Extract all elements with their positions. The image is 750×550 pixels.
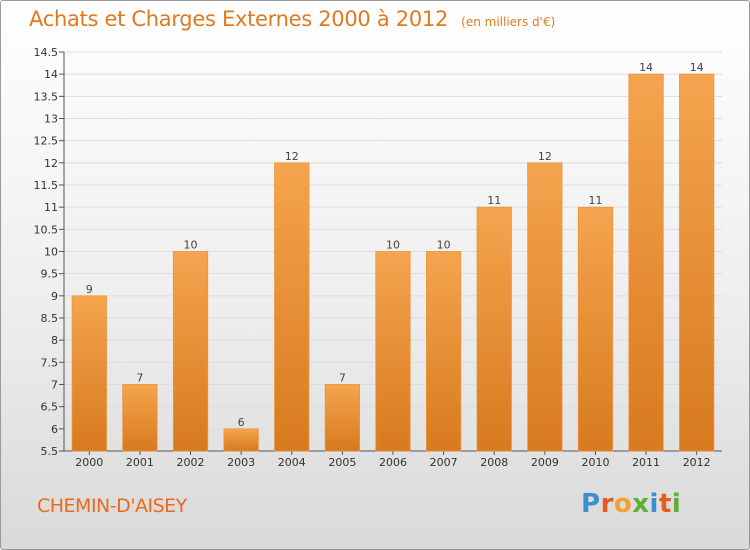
y-tick-label: 11.5 bbox=[34, 179, 59, 192]
y-tick-label: 14.5 bbox=[34, 46, 59, 59]
data-label-2010: 11 bbox=[588, 194, 602, 207]
y-tick-label: 6 bbox=[51, 423, 58, 436]
y-tick-label: 12 bbox=[44, 157, 58, 170]
bar-layer bbox=[71, 73, 715, 452]
chart-title: Achats et Charges Externes 2000 à 2012 bbox=[29, 7, 449, 31]
logo-letter: o bbox=[613, 489, 633, 519]
data-label-2000: 9 bbox=[86, 283, 93, 296]
y-tick-label: 12.5 bbox=[34, 135, 59, 148]
bar-2000 bbox=[71, 295, 107, 452]
data-label-2008: 11 bbox=[487, 194, 501, 207]
y-tick-label: 9.5 bbox=[41, 268, 59, 281]
bar-2011 bbox=[628, 73, 664, 452]
label-layer: 9 7 10 6 12 7 10 10 11 12 11 14 14 bbox=[86, 61, 704, 429]
data-label-2007: 10 bbox=[437, 239, 451, 252]
bar-2001 bbox=[122, 384, 158, 452]
y-tick-label: 11 bbox=[44, 201, 58, 214]
x-tick-label: 2003 bbox=[227, 456, 255, 469]
data-label-2011: 14 bbox=[639, 61, 653, 74]
logo-letter: t bbox=[658, 489, 672, 519]
data-label-2005: 7 bbox=[339, 372, 346, 385]
x-tick-label: 2007 bbox=[430, 456, 458, 469]
bar-2006 bbox=[375, 251, 411, 452]
y-tick-label: 13 bbox=[44, 113, 58, 126]
commune-name: CHEMIN-D'AISEY bbox=[37, 495, 187, 517]
data-label-2009: 12 bbox=[538, 150, 552, 163]
data-label-2002: 10 bbox=[184, 239, 198, 252]
y-tick-label: 6.5 bbox=[41, 401, 59, 414]
bar-2012 bbox=[679, 73, 715, 452]
title-row: Achats et Charges Externes 2000 à 2012 (… bbox=[29, 7, 555, 31]
y-tick-label: 5.5 bbox=[41, 445, 59, 458]
y-tick-label: 14 bbox=[44, 68, 58, 81]
bar-2010 bbox=[577, 206, 614, 452]
bar-2004 bbox=[274, 162, 310, 452]
bar-2008 bbox=[476, 206, 512, 452]
bar-2002 bbox=[172, 251, 209, 452]
y-tick-label: 9 bbox=[51, 290, 58, 303]
x-tick-label: 2009 bbox=[531, 456, 559, 469]
x-tick-label: 2002 bbox=[177, 456, 205, 469]
y-tick-label: 7 bbox=[51, 379, 58, 392]
data-label-2003: 6 bbox=[238, 416, 245, 429]
logo-letter: x bbox=[632, 489, 650, 519]
data-label-2006: 10 bbox=[386, 239, 400, 252]
data-label-2012: 14 bbox=[690, 61, 704, 74]
x-tick-label: 2012 bbox=[683, 456, 711, 469]
bar-2007 bbox=[426, 251, 462, 452]
x-tick-label: 2006 bbox=[379, 456, 407, 469]
y-tick-label: 8.5 bbox=[41, 312, 59, 325]
bar-2009 bbox=[527, 162, 563, 452]
bar-2005 bbox=[324, 384, 360, 452]
y-tick-label: 10.5 bbox=[34, 223, 59, 236]
y-tick-label: 10 bbox=[44, 246, 58, 259]
y-tick-label: 13.5 bbox=[34, 90, 59, 103]
x-tick-label: 2010 bbox=[581, 456, 609, 469]
logo-letter: i bbox=[649, 489, 659, 519]
x-tick-label: 2011 bbox=[632, 456, 660, 469]
logo-letter: r bbox=[600, 489, 614, 519]
x-tick-label: 2008 bbox=[480, 456, 508, 469]
x-tick-label: 2000 bbox=[75, 456, 103, 469]
proxiti-logo[interactable]: Proxiti bbox=[581, 489, 681, 519]
logo-letter: i bbox=[671, 489, 682, 519]
x-tick-label: 2005 bbox=[328, 456, 356, 469]
y-tick-label: 7.5 bbox=[41, 356, 59, 369]
bar-2003 bbox=[223, 428, 259, 452]
chart-unit: (en milliers d'€) bbox=[461, 15, 556, 29]
x-tick-label: 2001 bbox=[126, 456, 154, 469]
x-tick-label: 2004 bbox=[278, 456, 306, 469]
data-label-2001: 7 bbox=[136, 372, 143, 385]
data-label-2004: 12 bbox=[285, 150, 299, 163]
logo-letter: P bbox=[581, 489, 601, 519]
y-tick-label: 8 bbox=[51, 334, 58, 347]
